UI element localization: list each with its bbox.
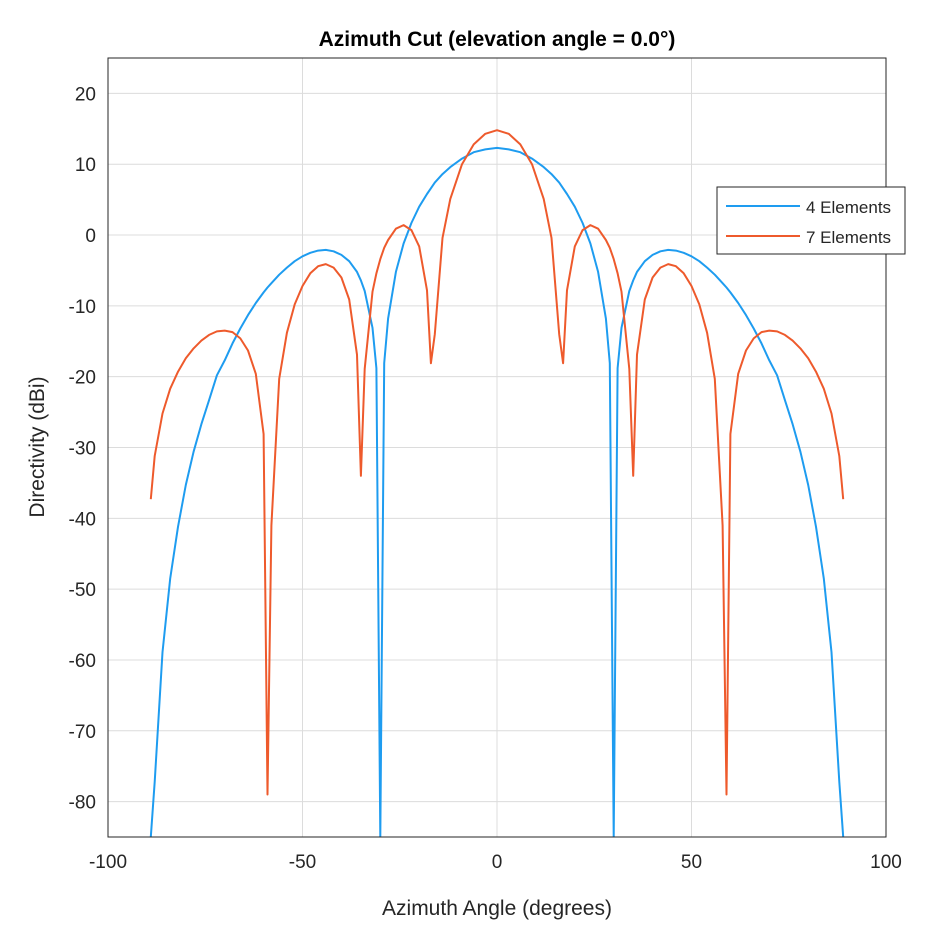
y-axis-label: Directivity (dBi) <box>26 376 49 517</box>
y-tick-label: -60 <box>69 651 96 672</box>
chart-title: Azimuth Cut (elevation angle = 0.0°) <box>319 28 676 51</box>
legend-label-4-elements: 4 Elements <box>806 198 891 217</box>
y-tick-label: -40 <box>69 509 96 530</box>
legend-label-7-elements: 7 Elements <box>806 228 891 247</box>
x-tick-label: -50 <box>289 852 316 873</box>
y-tick-label: 10 <box>75 155 96 176</box>
series-line-7-elements <box>149 129 845 796</box>
y-tick-label: -20 <box>69 368 96 389</box>
legend-box <box>716 186 906 255</box>
legend: 4 Elements 7 Elements <box>716 186 906 255</box>
x-tick-label: 50 <box>681 852 702 873</box>
y-tick-label: -30 <box>69 439 96 460</box>
series-line-4-elements <box>149 146 845 837</box>
y-tick-label: -50 <box>69 580 96 601</box>
x-tick-label: 0 <box>492 852 503 873</box>
axes-box <box>107 57 887 838</box>
y-tick-label: -70 <box>69 722 96 743</box>
y-tick-label: -80 <box>69 793 96 814</box>
y-tick-label: -10 <box>69 297 96 318</box>
y-tick-label: 0 <box>85 226 96 247</box>
series-lines <box>149 129 845 837</box>
x-tick-label: -100 <box>89 852 127 873</box>
tick-labels: -100 -50 0 50 100-80-70-60-50-40-30-20-10010… <box>69 84 902 873</box>
x-axis-label: Azimuth Angle (degrees) <box>382 897 612 920</box>
x-tick-label: 100 <box>870 852 902 873</box>
y-tick-label: 20 <box>75 84 96 105</box>
grid <box>108 58 886 837</box>
